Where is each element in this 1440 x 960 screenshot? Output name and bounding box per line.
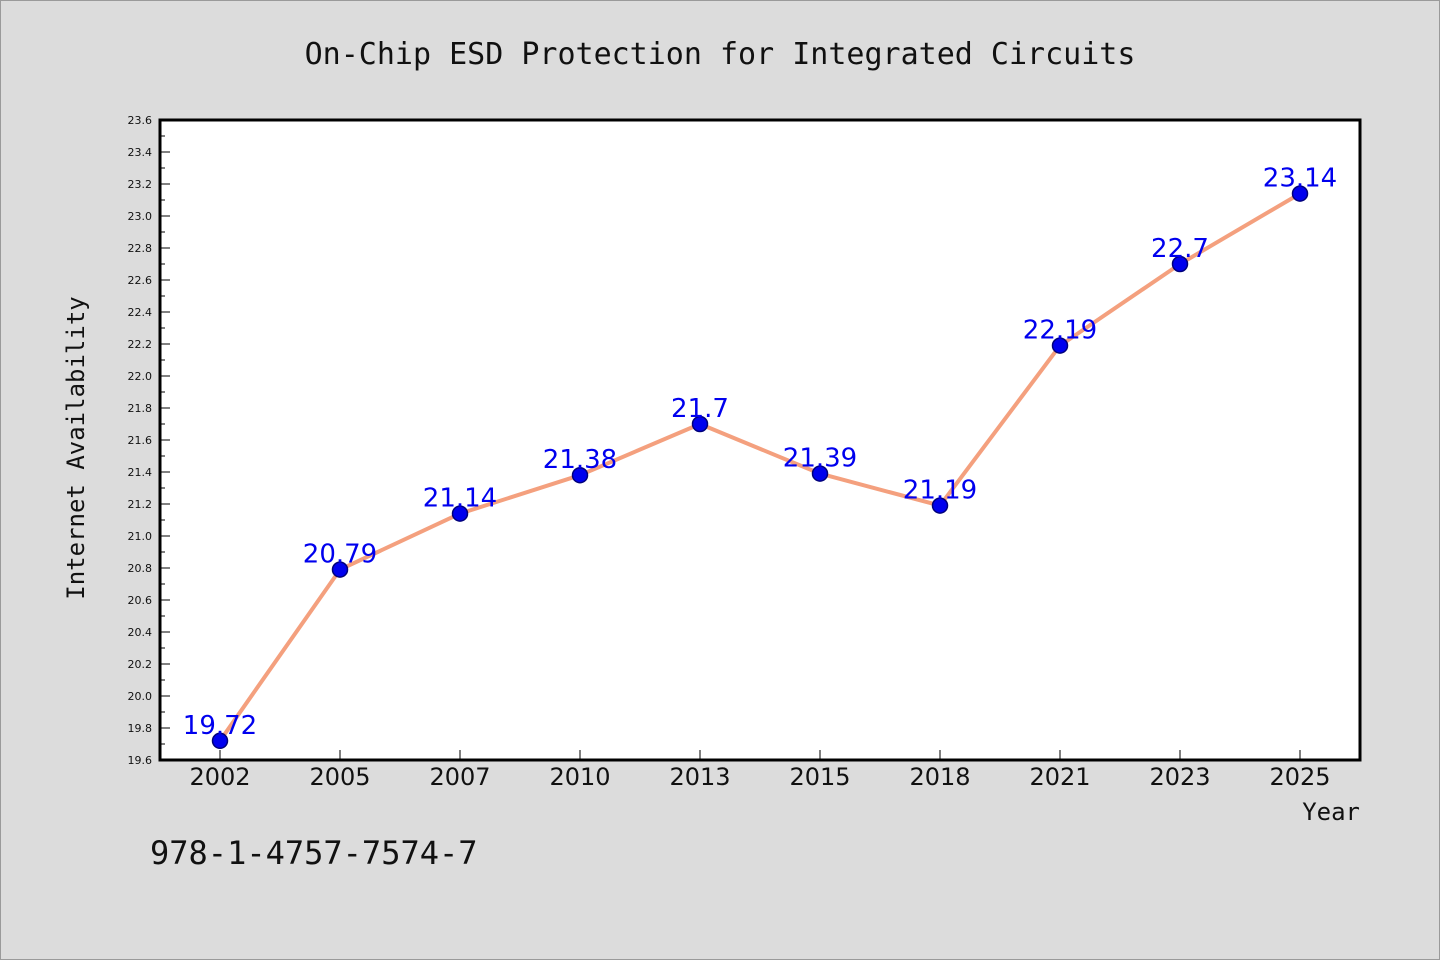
x-tick-label: 2023 (1149, 763, 1210, 791)
y-tick-label: 22.6 (128, 274, 153, 287)
data-point-label: 21.39 (783, 444, 857, 474)
plot-area (160, 120, 1360, 760)
y-tick-label: 23.4 (128, 146, 153, 159)
y-axis: 19.6 19.8 20.0 20.2 20.4 20.6 20.8 21.0 21.2 21.4… (128, 114, 170, 767)
x-tick-label: 2002 (189, 763, 250, 791)
data-point-marker[interactable] (451, 505, 469, 522)
y-tick-label: 21.8 (128, 402, 153, 415)
y-tick-label: 22.2 (128, 338, 153, 351)
y-tick-label: 21.0 (128, 530, 153, 543)
y-tick-label: 23.6 (128, 114, 153, 127)
data-point-marker[interactable] (331, 561, 349, 578)
data-point-label: 22.7 (1151, 234, 1209, 264)
y-tick-label: 21.6 (128, 434, 153, 447)
data-point-marker[interactable] (571, 466, 589, 484)
x-tick-label: 2007 (429, 763, 490, 791)
x-tick-label: 2010 (549, 763, 610, 791)
y-tick-label: 22.0 (128, 370, 153, 383)
data-point-label: 21.38 (543, 445, 617, 475)
y-tick-label: 20.4 (128, 626, 153, 639)
data-point-marker[interactable] (1051, 337, 1069, 354)
x-tick-label: 2015 (789, 763, 850, 791)
series-line-group (218, 191, 1302, 743)
y-tick-label: 22.4 (128, 306, 153, 319)
x-axis: 2002 2005 2007 2010 2013 2015 2018 2021 2023 2025 (189, 750, 1331, 791)
x-axis-label: Year (1302, 798, 1360, 826)
data-point-marker[interactable] (931, 497, 949, 514)
data-point-label: 21.19 (903, 476, 977, 506)
data-point-label: 21.14 (423, 484, 497, 514)
data-label-group: 19.72 20.79 21.14 21.38 21.7 21.39 21.19 22.19 2… (183, 164, 1337, 741)
y-tick-label: 21.2 (128, 498, 153, 511)
x-tick-label: 2005 (309, 763, 370, 791)
y-tick-label: 23.2 (128, 178, 153, 191)
y-tick-label: 20.8 (128, 562, 153, 575)
y-tick-label: 20.6 (128, 594, 153, 607)
data-point-label: 22.19 (1023, 316, 1097, 346)
y-axis-label: Internet Availability (62, 296, 90, 599)
y-tick-label: 22.8 (128, 242, 153, 255)
y-tick-label: 20.2 (128, 658, 153, 671)
plot-frame (158, 118, 1362, 762)
y-tick-label: 20.0 (128, 690, 153, 703)
x-tick-label: 2021 (1029, 763, 1090, 791)
x-tick-label: 2025 (1269, 763, 1330, 791)
isbn-text: 978-1-4757-7574-7 (150, 834, 478, 872)
data-point-marker[interactable] (1171, 255, 1189, 273)
data-point-label: 19.72 (183, 711, 257, 741)
data-point-marker[interactable] (691, 415, 709, 433)
data-point-marker[interactable] (211, 732, 229, 750)
y-tick-label: 19.8 (128, 722, 153, 735)
data-point-label: 21.7 (671, 394, 729, 424)
data-point-marker[interactable] (811, 465, 829, 482)
y-tick-label: 23.0 (128, 210, 153, 223)
series-line (218, 191, 1302, 743)
x-tick-label: 2013 (669, 763, 730, 791)
data-point-marker[interactable] (1291, 185, 1309, 202)
data-point-label: 20.79 (303, 540, 377, 570)
marker-group (211, 185, 1309, 750)
data-point-label: 23.14 (1263, 164, 1337, 194)
x-tick-label: 2018 (909, 763, 970, 791)
y-tick-label: 19.6 (128, 754, 153, 767)
chart-title: On-Chip ESD Protection for Integrated Ci… (305, 37, 1136, 72)
y-tick-label: 21.4 (128, 466, 153, 479)
